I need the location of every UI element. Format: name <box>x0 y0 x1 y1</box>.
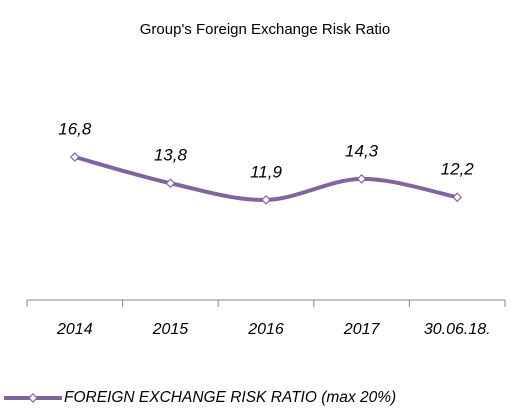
x-tick-label: 2017 <box>343 321 381 338</box>
data-label: 13,8 <box>154 146 188 165</box>
chart-title: Group's Foreign Exchange Risk Ratio <box>140 21 390 38</box>
point-marker <box>261 195 271 205</box>
data-label: 12,2 <box>441 160 475 179</box>
x-tick-label: 2015 <box>152 321 189 338</box>
point-marker <box>69 152 80 162</box>
data-label: 11,9 <box>250 162 282 181</box>
point-marker <box>452 192 463 203</box>
x-tick-label: 2016 <box>247 321 284 338</box>
legend-marker <box>28 393 38 403</box>
data-label: 14,3 <box>345 141 379 160</box>
point-marker <box>356 174 367 184</box>
point-marker <box>165 178 176 189</box>
data-label: 16,8 <box>58 119 92 138</box>
legend-label: FOREIGN EXCHANGE RISK RATIO (max 20%) <box>64 389 396 406</box>
x-tick-label: 30.06.18. <box>424 321 491 338</box>
x-tick-label: 2014 <box>56 321 93 338</box>
